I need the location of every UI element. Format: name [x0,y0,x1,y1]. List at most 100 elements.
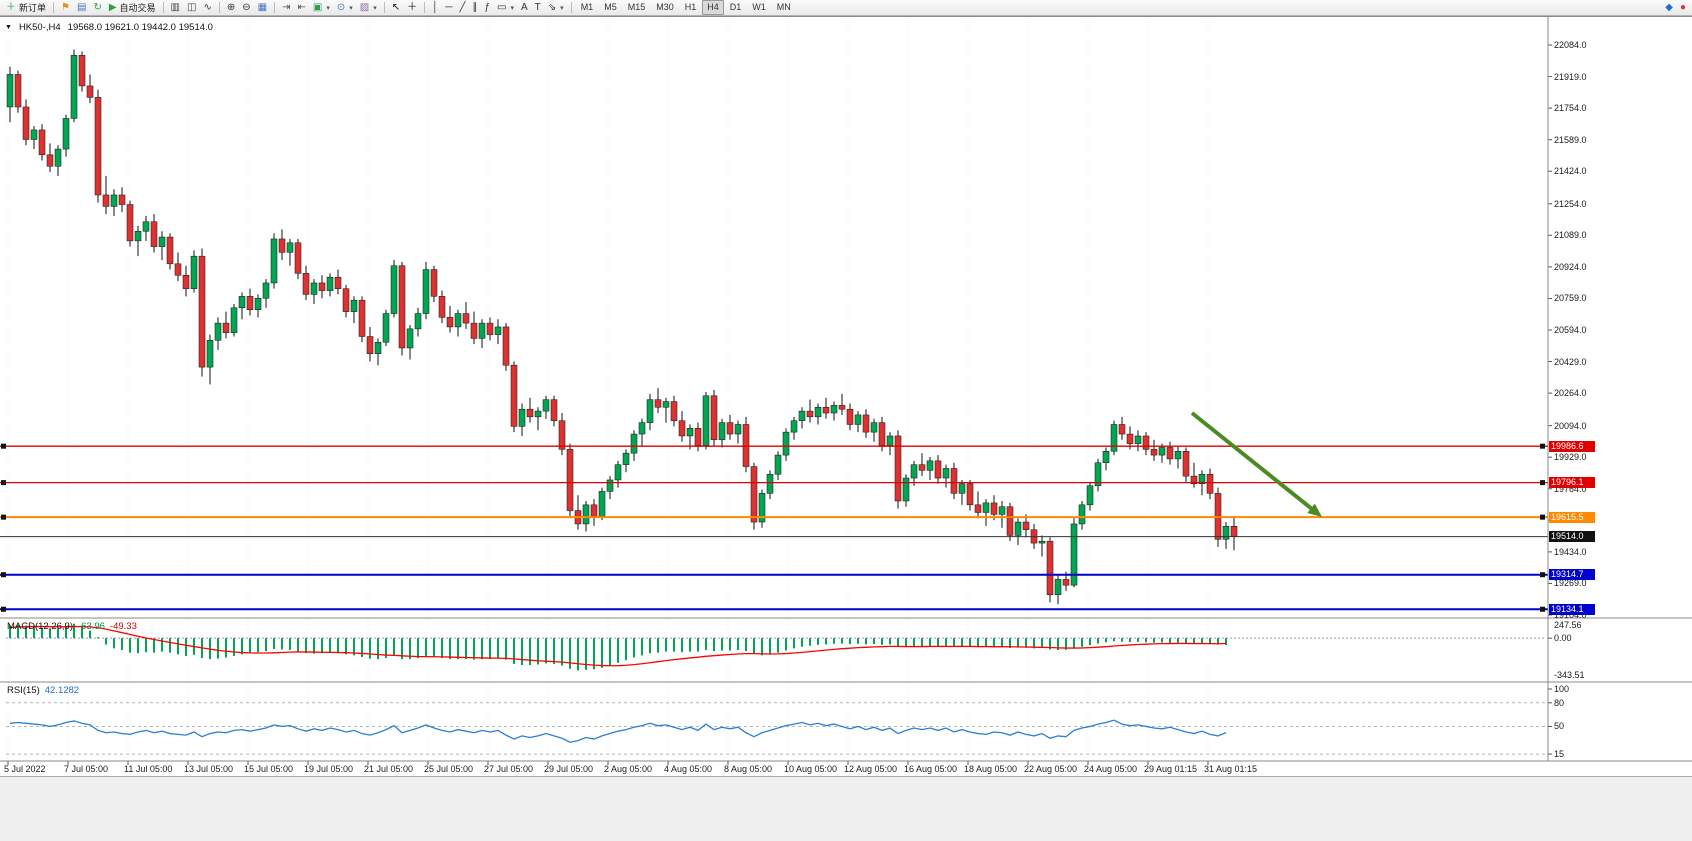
auto-scroll-icon: ⇥ [282,1,291,13]
time-axis-label: 22 Aug 05:00 [1024,764,1078,774]
candle [558,420,566,450]
candle [470,322,478,339]
candle [878,422,886,446]
timeframe-m1[interactable]: M1 [580,2,594,12]
auto-trading-button[interactable]: ▶ 自动交易 [106,1,159,15]
candle [982,502,990,513]
candle [718,422,726,441]
template-icon[interactable]: ▨ ▾ [357,1,380,15]
chart-window[interactable]: ▼ HK50-,H4 19568.0 19621.0 19442.0 19514… [0,16,1692,776]
dropdown-arrow-icon[interactable]: ▾ [349,4,353,12]
candle [198,255,206,368]
candle [1134,435,1142,444]
dropdown-arrow-icon[interactable]: ▾ [560,4,564,12]
text-icon: A [521,1,528,13]
macd-histogram-bar [273,638,275,649]
timeframe-h4[interactable]: H4 [702,0,724,15]
line-handle [1540,480,1545,486]
candle [534,410,542,418]
candle [166,236,174,265]
shapes-icon[interactable]: ▭ ▾ [494,1,517,15]
auto-scroll-icon[interactable]: ⇥ [279,1,293,15]
fibonacci-icon[interactable]: ƒ [481,1,493,15]
macd-axis-label: 247.56 [1554,620,1582,630]
candle [54,148,62,167]
time-axis-label: 27 Jul 05:00 [484,764,534,774]
text-icon[interactable]: A [518,1,531,15]
zoom-in-icon[interactable]: ⊕ [224,1,238,15]
timeframe-h1[interactable]: H1 [684,2,697,12]
line-chart-icon: ∿ [203,1,212,13]
arrows-icon[interactable]: ⇘ ▾ [545,1,567,15]
price-axis-label: 21919.0 [1554,71,1587,82]
dropdown-arrow-icon[interactable]: ▾ [510,4,514,12]
line-chart-icon[interactable]: ∿ [200,1,214,15]
chart-shift-icon[interactable]: ⇤ [294,1,308,15]
toolbar: ＋新订单 ⚑ ▤ ↻ ▶ 自动交易 ▥ ◫ ∿ ⊕ ⊖ ▦ ⇥ ⇤ ▣ ▾ ⊙ ▾ ▨ ▾ ↖ ＋ │ ─ ╱ ∥ ƒ ▭ ▾ A T ⇘ ▾ M… [0,0,1692,16]
trendline-icon[interactable]: ╱ [456,1,468,15]
new-chart-icon[interactable]: ▣ ▾ [310,1,333,15]
candlestick-chart-icon[interactable]: ◫ [184,1,199,15]
macd-histogram-bar [369,638,371,659]
macd-name: MACD(12,26,9) [7,621,73,632]
candle [342,288,350,312]
notification-badge: ● [1679,1,1686,13]
trend-arrow[interactable] [1190,411,1316,513]
crosshair-icon[interactable]: ＋ [404,1,420,15]
chart-canvas[interactable] [0,17,1692,777]
candle [142,221,150,232]
candle [358,299,366,337]
macd-histogram-bar [441,638,443,659]
dropdown-arrow-icon[interactable]: ▾ [373,4,377,12]
candle [942,468,950,479]
zoom-out-icon: ⊖ [242,1,251,13]
candle [830,405,838,414]
timeframe-m15[interactable]: M15 [627,2,646,12]
collapse-triangle-icon[interactable]: ▼ [5,24,12,31]
bar-chart-icon: ▥ [170,1,180,13]
candle [670,401,678,421]
dropdown-arrow-icon[interactable]: ▾ [326,4,330,12]
macd-histogram-bar [225,638,227,658]
timeframe-w1[interactable]: W1 [752,2,766,12]
time-axis-label: 29 Aug 01:15 [1144,764,1198,774]
candle [1198,473,1206,485]
zoom-out-icon[interactable]: ⊖ [239,1,253,15]
candle [614,464,622,481]
price-axis-label: 21424.0 [1554,166,1587,177]
notification-badge[interactable]: ● [1677,1,1689,15]
timeframe-d1[interactable]: D1 [729,2,742,12]
timeframe-mn[interactable]: MN [776,2,791,12]
macd-histogram-bar [897,638,899,647]
candle [230,307,238,333]
refresh-icon[interactable]: ↻ [90,1,104,15]
candle [654,399,662,408]
candle [846,408,854,425]
period-icon[interactable]: ⊙ ▾ [334,1,356,15]
timeframe-m5[interactable]: M5 [604,2,617,12]
macd-histogram-bar [993,638,995,648]
candle [374,341,382,354]
price-tag: 19986.6 [1549,440,1595,452]
macd-histogram-bar [185,638,187,656]
megaphone-icon[interactable]: ⚑ [58,1,73,15]
bar-chart-icon[interactable]: ▥ [168,1,183,15]
price-axis-label: 21754.0 [1554,103,1587,114]
chat-icon[interactable]: ◆ [1662,1,1676,15]
timeframe-m30[interactable]: M30 [656,2,674,12]
macd-histogram-bar [833,638,835,644]
horizontal-line-icon: ─ [445,1,453,13]
text-label-icon[interactable]: T [532,1,544,15]
vertical-line-icon[interactable]: │ [429,1,441,15]
candle [1110,424,1118,452]
tile-windows-icon[interactable]: ▦ [255,1,270,15]
horizontal-line-icon[interactable]: ─ [442,1,455,15]
new-order-button[interactable]: ＋新订单 [3,1,49,15]
megaphone-icon: ⚑ [61,1,70,13]
time-axis-label: 25 Jul 05:00 [424,764,474,774]
profiles-icon[interactable]: ▤ [74,1,89,15]
macd-histogram-bar [393,638,395,656]
candle [326,276,334,291]
cursor-icon[interactable]: ↖ [389,1,403,15]
channel-icon[interactable]: ∥ [469,1,480,15]
